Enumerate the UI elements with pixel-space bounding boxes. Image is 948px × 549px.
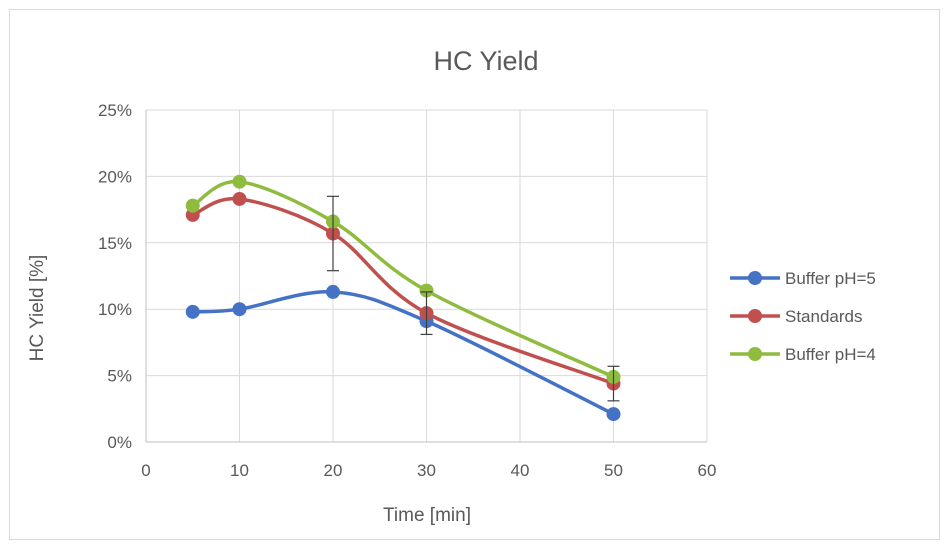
legend-item: Buffer pH=4 (730, 345, 876, 364)
y-tick-label: 5% (107, 367, 132, 386)
y-tick-label: 25% (98, 101, 132, 120)
y-tick-label: 10% (98, 300, 132, 319)
chart-frame: HC Yield 0% 5% 10% 15% 20% 25% 0 10 20 30 40 50 60 B… (9, 9, 940, 540)
data-point (326, 284, 340, 299)
y-tick-label: 15% (98, 234, 132, 253)
x-tick-label: 50 (604, 461, 623, 480)
legend-label: Buffer pH=4 (785, 345, 876, 364)
series-layer (185, 174, 621, 422)
chart-title: HC Yield (433, 46, 538, 76)
legend: Buffer pH=5 Standards Buffer pH=4 (730, 269, 876, 364)
legend-marker (748, 309, 762, 323)
legend-item: Standards (730, 307, 863, 326)
x-tick-label: 40 (511, 461, 530, 480)
x-tick-label: 10 (230, 461, 249, 480)
legend-marker (748, 347, 762, 361)
legend-marker (748, 271, 762, 285)
y-tick-label: 20% (98, 167, 132, 186)
x-axis-label: Time [min] (383, 505, 471, 526)
series-line (191, 196, 616, 386)
grid-lines (146, 109, 708, 442)
data-point (185, 304, 200, 319)
data-point (185, 198, 200, 213)
y-tick-label: 0% (107, 433, 132, 452)
series-buffer-ph-5 (185, 284, 621, 422)
x-tick-label: 30 (417, 461, 436, 480)
y-axis-label: HC Yield [%] (27, 255, 48, 362)
x-tick-label: 20 (324, 461, 343, 480)
data-point (232, 191, 247, 206)
hc-yield-chart: HC Yield 0% 5% 10% 15% 20% 25% 0 10 20 30 40 50 60 B… (27, 46, 876, 526)
series-buffer-ph-4 (185, 174, 621, 384)
series-line (191, 290, 616, 416)
legend-item: Buffer pH=5 (730, 269, 876, 288)
data-point (419, 283, 434, 298)
data-point (606, 407, 621, 422)
axes (145, 110, 707, 443)
series-line (191, 179, 616, 379)
x-tick-label: 60 (698, 461, 717, 480)
x-tick-label: 0 (141, 461, 150, 480)
legend-label: Standards (785, 307, 863, 326)
tick-labels: 0% 5% 10% 15% 20% 25% 0 10 20 30 40 50 60 (98, 101, 716, 480)
series-standards (185, 191, 621, 391)
error-bars (327, 195, 620, 402)
data-point (232, 174, 247, 189)
data-point (232, 302, 247, 317)
legend-label: Buffer pH=5 (785, 269, 876, 288)
